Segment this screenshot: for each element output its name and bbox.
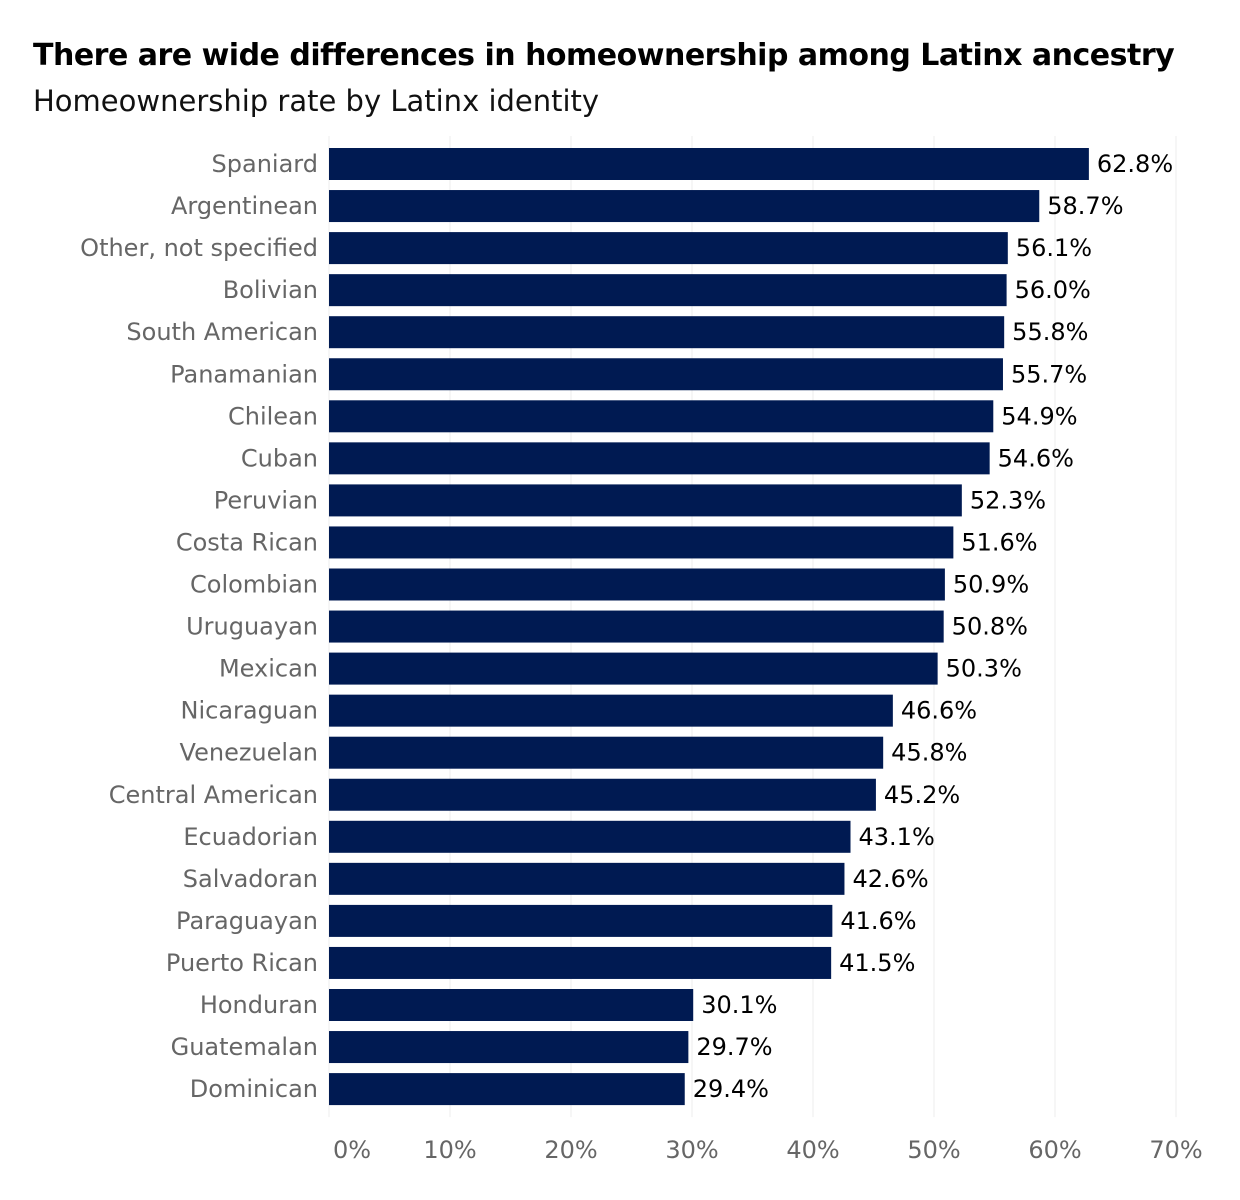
value-label: 45.2% [884,781,960,809]
category-label: Central American [109,781,318,809]
bar [329,358,1003,391]
value-label: 52.3% [970,486,1046,514]
value-label: 54.6% [998,444,1074,472]
category-label: Argentinean [171,192,318,220]
category-label: Puerto Rican [166,949,318,977]
chart-subtitle: Homeownership rate by Latinx identity [33,84,600,118]
category-label: Chilean [228,402,318,430]
category-label: Peruvian [214,486,318,514]
category-label: Other, not specified [80,234,318,262]
x-axis-ticks: 0% 10% 20% 30% 40% 50% 60% 70% [333,1136,1203,1164]
bars [329,148,1089,1106]
value-label: 58.7% [1047,192,1123,220]
bar [329,694,893,727]
value-label: 55.8% [1012,318,1088,346]
category-label: Venezuelan [180,739,318,767]
value-label: 56.0% [1015,276,1091,304]
bar [329,946,832,979]
bar [329,274,1007,307]
x-tick-label: 0% [333,1136,371,1164]
value-label: 41.6% [840,907,916,935]
bar [329,190,1040,223]
bar [329,904,833,937]
bar [329,1031,689,1064]
bar [329,400,994,433]
x-tick-label: 30% [665,1136,718,1164]
bar [329,1073,685,1106]
x-tick-label: 10% [423,1136,476,1164]
bar [329,778,876,811]
category-label: Nicaraguan [181,697,318,725]
category-label: Mexican [219,655,318,683]
bar [329,442,990,475]
x-tick-label: 50% [907,1136,960,1164]
value-label: 42.6% [852,865,928,893]
category-label: Spaniard [212,150,318,178]
x-tick-label: 40% [786,1136,839,1164]
bar [329,862,845,895]
category-label: Dominican [190,1075,318,1103]
bar [329,148,1089,180]
value-label: 46.6% [901,697,977,725]
value-label: 54.9% [1001,402,1077,430]
category-label: Colombian [190,571,318,599]
x-tick-label: 60% [1028,1136,1081,1164]
x-tick-label: 20% [544,1136,597,1164]
category-label: South American [126,318,318,346]
bar [329,736,884,769]
bar [329,989,694,1021]
value-label: 45.8% [891,739,967,767]
category-label: Costa Rican [176,528,318,556]
category-label: Panamanian [170,360,318,388]
value-labels: 62.8% 58.7% 56.1% 56.0% 55.8% 55.7% 54.9% 54.6%… [693,150,1173,1103]
value-label: 50.9% [953,571,1029,599]
bar [329,652,938,685]
category-label: Uruguayan [186,613,318,641]
value-label: 50.8% [952,613,1028,641]
bar [329,610,944,643]
category-label: Salvadoran [183,865,318,893]
value-label: 62.8% [1097,150,1173,178]
value-label: 51.6% [961,528,1037,556]
value-label: 55.7% [1011,360,1087,388]
category-label: Bolivian [223,276,318,304]
bar [329,316,1005,349]
value-label: 56.1% [1016,234,1092,262]
value-label: 29.4% [693,1075,769,1103]
chart-title: There are wide differences in homeowners… [33,38,1175,73]
bar [329,820,851,853]
value-label: 29.7% [696,1033,772,1061]
value-label: 43.1% [859,823,935,851]
bar [329,526,954,559]
value-label: 50.3% [946,655,1022,683]
value-label: 41.5% [839,949,915,977]
category-label: Paraguayan [176,907,318,935]
category-labels: Spaniard Argentinean Other, not specified B… [80,150,318,1103]
value-label: 30.1% [701,991,777,1019]
bar [329,568,945,601]
category-label: Cuban [241,444,318,472]
category-label: Ecuadorian [183,823,318,851]
x-tick-label: 70% [1149,1136,1202,1164]
category-label: Guatemalan [171,1033,318,1061]
bar [329,232,1008,265]
bar [329,484,962,517]
category-label: Honduran [200,991,318,1019]
